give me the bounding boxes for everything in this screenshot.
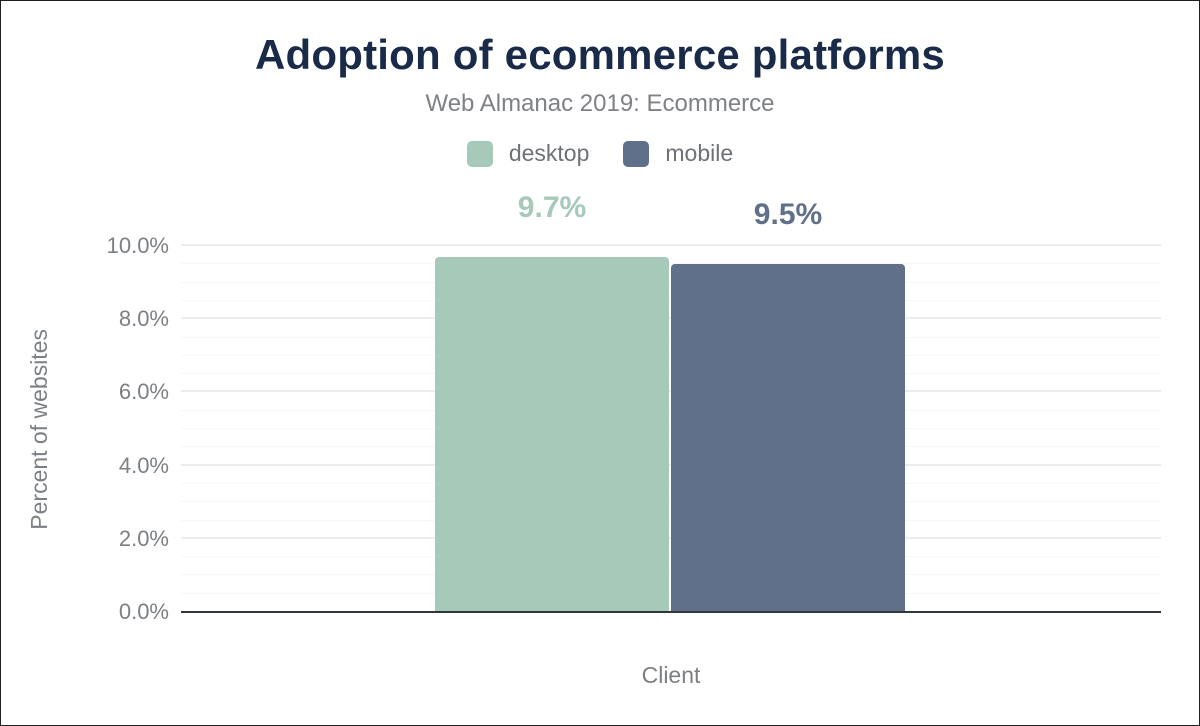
y-axis-title-text: Percent of websites — [25, 328, 52, 530]
x-axis-line — [181, 611, 1161, 613]
legend-item-mobile[interactable]: mobile — [623, 140, 733, 167]
x-axis-title: Client — [641, 662, 701, 688]
data-label-desktop: 9.7% — [517, 191, 587, 224]
plot-area: 9.7% 9.5% — [181, 191, 1161, 613]
legend-item-desktop[interactable]: desktop — [466, 140, 590, 167]
chart-title: Adoption of ecommerce platforms — [255, 31, 945, 78]
bar-mobile[interactable] — [671, 264, 905, 612]
legend-swatch-mobile-icon — [623, 140, 650, 167]
minor-gridline — [181, 263, 1161, 265]
y-tick-label: 4.0% — [118, 452, 169, 478]
y-tick-label: 6.0% — [118, 379, 169, 405]
data-label-mobile: 9.5% — [753, 198, 823, 231]
chart-subtitle: Web Almanac 2019: Ecommerce — [425, 90, 775, 117]
legend-label-desktop: desktop — [508, 140, 590, 166]
legend-label-mobile: mobile — [665, 140, 734, 166]
y-tick-label: 8.0% — [118, 306, 169, 332]
y-axis-title: Percent of websites — [17, 246, 61, 612]
major-gridline — [181, 244, 1161, 246]
y-tick-label: 0.0% — [118, 599, 169, 624]
bar-desktop[interactable] — [435, 257, 669, 612]
y-tick-label: 2.0% — [118, 525, 169, 551]
legend-swatch-desktop-icon — [466, 140, 493, 167]
chart-legend: desktop mobile — [1, 140, 1199, 167]
y-axis-tick-labels: 0.0% 2.0% 4.0% 6.0% 8.0% 10.0% — [77, 234, 169, 624]
y-tick-label: 10.0% — [106, 233, 169, 258]
